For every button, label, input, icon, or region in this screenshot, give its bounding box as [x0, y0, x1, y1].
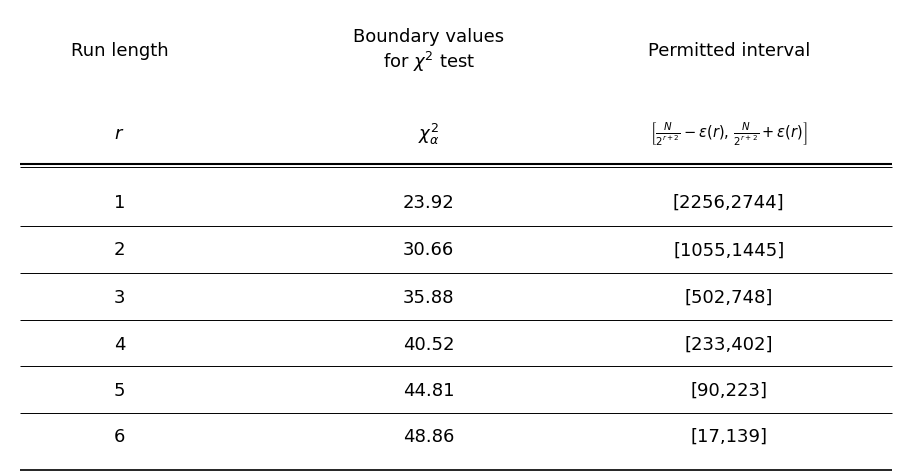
Text: 35.88: 35.88 — [403, 288, 454, 306]
Text: $\chi^2_\alpha$: $\chi^2_\alpha$ — [417, 121, 439, 147]
Text: [233,402]: [233,402] — [684, 336, 773, 354]
Text: 48.86: 48.86 — [403, 427, 454, 445]
Text: 30.66: 30.66 — [403, 241, 454, 259]
Text: 23.92: 23.92 — [403, 194, 454, 211]
Text: 3: 3 — [114, 288, 125, 306]
Text: Permitted interval: Permitted interval — [647, 42, 809, 60]
Text: 44.81: 44.81 — [403, 381, 454, 399]
Text: 4: 4 — [114, 336, 125, 354]
Text: Boundary values
for $\chi^2$ test: Boundary values for $\chi^2$ test — [353, 28, 504, 74]
Text: $r$: $r$ — [114, 125, 125, 143]
Text: [17,139]: [17,139] — [690, 427, 766, 445]
Text: $\left[\frac{N}{2^{r+2}} - \epsilon(r),\, \frac{N}{2^{r+2}} + \epsilon(r)\right]: $\left[\frac{N}{2^{r+2}} - \epsilon(r),\… — [650, 120, 806, 148]
Text: 2: 2 — [114, 241, 125, 259]
Text: 5: 5 — [114, 381, 125, 399]
Text: Run length: Run length — [71, 42, 169, 60]
Text: [2256,2744]: [2256,2744] — [672, 194, 783, 211]
Text: 40.52: 40.52 — [403, 336, 454, 354]
Text: [90,223]: [90,223] — [690, 381, 766, 399]
Text: [1055,1445]: [1055,1445] — [672, 241, 783, 259]
Text: 6: 6 — [114, 427, 125, 445]
Text: [502,748]: [502,748] — [684, 288, 773, 306]
Text: 1: 1 — [114, 194, 125, 211]
